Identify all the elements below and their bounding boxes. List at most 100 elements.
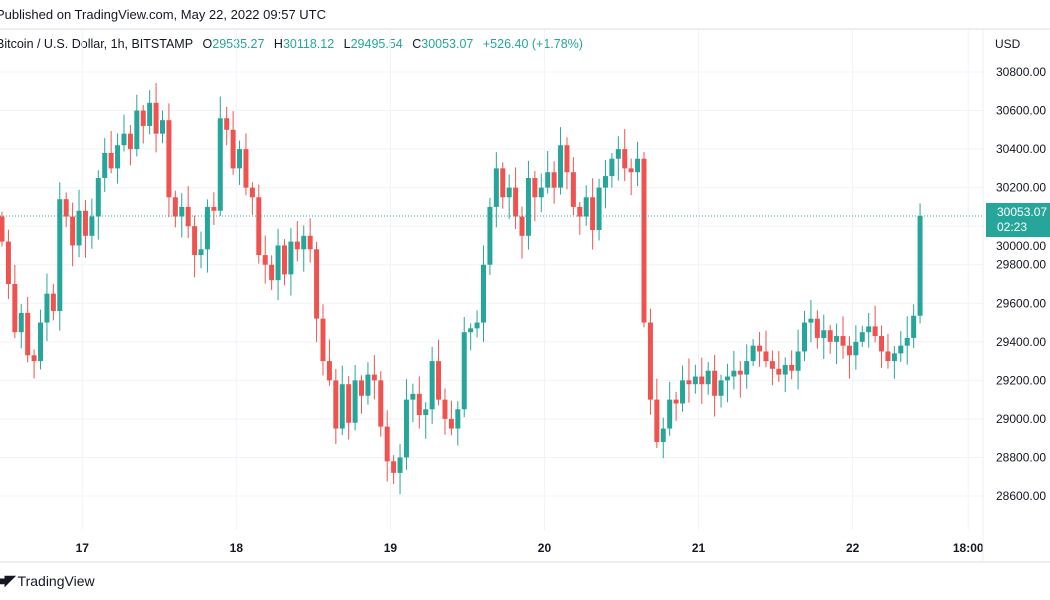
- candle-down: [326, 361, 332, 381]
- candle-down: [192, 226, 198, 256]
- y-tick-label: 29400.00: [996, 335, 1046, 349]
- candle-down: [12, 284, 18, 333]
- x-tick-label: 17: [76, 541, 90, 555]
- y-tick-label: 30800.00: [996, 65, 1046, 79]
- candle-up: [198, 249, 204, 256]
- brand-name: TradingView: [17, 572, 95, 589]
- candle-up: [237, 149, 243, 169]
- candle-down: [673, 399, 679, 404]
- candle-up: [891, 353, 897, 362]
- close-value: C30053.07: [412, 37, 473, 51]
- candle-down: [827, 330, 833, 342]
- candle-up: [468, 328, 474, 333]
- candle-down: [686, 380, 692, 385]
- currency-label: USD: [995, 37, 1021, 51]
- candle-up: [596, 187, 602, 231]
- bar-countdown: 02:23: [997, 220, 1028, 234]
- close-label: C: [412, 37, 422, 51]
- candle-up: [866, 326, 872, 333]
- high-label: H: [273, 37, 283, 51]
- x-tick-label: 22: [846, 541, 860, 555]
- candle-up: [217, 118, 223, 211]
- candle-down: [757, 345, 763, 352]
- candle-up: [718, 380, 724, 396]
- candle-up: [667, 399, 673, 429]
- candle-up: [602, 176, 608, 188]
- last-price-tag: 30053.07 02:23: [986, 203, 1050, 237]
- header-divider: [0, 28, 1050, 30]
- candle-down: [63, 199, 69, 217]
- low-number: 29495.54: [350, 37, 403, 51]
- candle-down: [166, 120, 172, 198]
- candle-up: [609, 158, 615, 177]
- candle-down: [50, 293, 56, 311]
- candle-up: [89, 216, 95, 236]
- candle-down: [172, 197, 178, 217]
- candle-up: [660, 428, 666, 443]
- candle-down: [577, 206, 583, 217]
- candle-up: [705, 370, 711, 385]
- candle-down: [500, 168, 506, 198]
- candle-up: [76, 210, 82, 246]
- candle-up: [795, 351, 801, 371]
- y-tick-label: 30400.00: [996, 142, 1046, 156]
- candle-down: [628, 168, 634, 173]
- candle-up: [461, 332, 467, 410]
- candle-down: [448, 418, 454, 429]
- candle-down: [346, 384, 352, 423]
- candle-down: [846, 345, 852, 356]
- candle-up: [724, 376, 730, 381]
- candle-down: [513, 187, 519, 217]
- candle-up: [692, 376, 698, 385]
- open-value: O29535.27: [203, 37, 265, 51]
- footer-divider: [0, 561, 1050, 563]
- candle-down: [262, 255, 268, 265]
- x-tick-label: 20: [538, 541, 552, 555]
- low-value: L29495.54: [344, 37, 403, 51]
- candle-down: [185, 206, 191, 227]
- tradingview-logo[interactable]: ▰◤ TradingView: [0, 572, 95, 589]
- candle-up: [121, 133, 127, 146]
- candle-up: [57, 199, 63, 311]
- candle-down: [230, 129, 236, 169]
- candle-down: [359, 380, 365, 396]
- candle-down: [763, 351, 769, 362]
- candle-up: [680, 380, 686, 404]
- candle-down: [532, 178, 538, 198]
- candle-down: [281, 245, 287, 275]
- candle-up: [782, 364, 788, 375]
- candle-up: [583, 197, 589, 217]
- candle-up: [160, 120, 165, 134]
- symbol-legend: Bitcoin / U.S. Dollar, 1h, BITSTAMP O295…: [0, 37, 589, 51]
- candle-down: [211, 206, 217, 211]
- y-tick-label: 29000.00: [996, 412, 1046, 426]
- candle-down: [590, 197, 596, 231]
- candle-up: [802, 322, 807, 352]
- candle-up: [481, 264, 486, 323]
- candle-down: [622, 149, 628, 169]
- candle-up: [301, 235, 307, 250]
- candle-up: [898, 345, 904, 354]
- candle-down: [314, 249, 320, 319]
- candle-up: [18, 312, 24, 333]
- candle-down: [699, 376, 705, 385]
- candle-down: [333, 380, 339, 429]
- candle-down: [127, 133, 133, 150]
- x-tick-label: 19: [384, 541, 398, 555]
- candle-down: [737, 370, 743, 375]
- candle-down: [519, 216, 525, 236]
- candle-down: [647, 322, 653, 400]
- candle-up: [339, 384, 345, 429]
- candle-down: [25, 312, 31, 356]
- y-tick-label: 29200.00: [996, 373, 1046, 387]
- candle-up: [410, 393, 416, 400]
- open-label: O: [202, 37, 213, 51]
- close-number: 30053.07: [421, 37, 474, 51]
- candle-up: [275, 245, 281, 281]
- candle-down: [307, 235, 313, 250]
- candle-up: [179, 206, 185, 217]
- candle-up: [455, 409, 461, 429]
- tradingview-logo-icon: ▰◤: [0, 572, 15, 588]
- candle-up: [538, 187, 544, 198]
